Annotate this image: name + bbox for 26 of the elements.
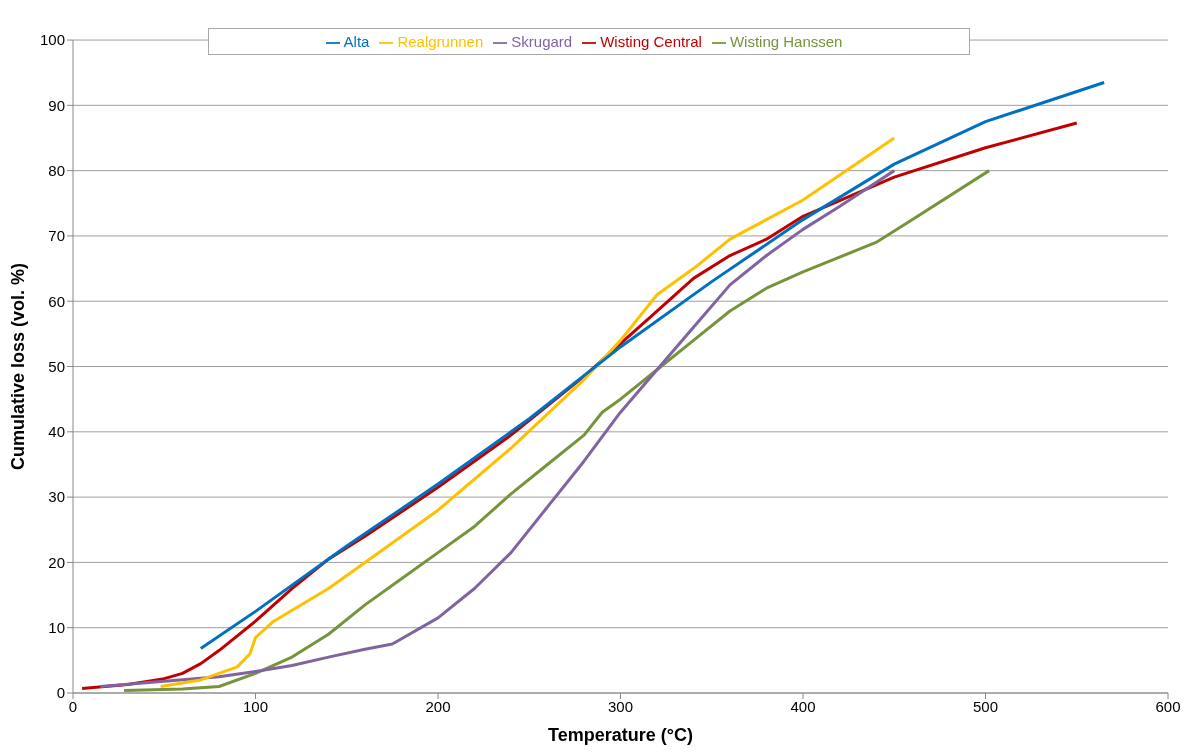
x-tick-label: 300	[607, 697, 634, 715]
x-tick-label: 500	[972, 697, 999, 715]
legend-label: Wisting Hanssen	[729, 33, 843, 50]
y-tick-label: 10	[48, 619, 65, 637]
y-tick-label: 30	[48, 488, 65, 506]
x-axis-title: Temperature (°C)	[548, 724, 693, 745]
y-tick-label: 90	[48, 96, 65, 114]
legend-label: Wisting Central	[600, 33, 702, 50]
y-tick-label: 80	[48, 161, 65, 179]
y-tick-label: 40	[48, 423, 65, 441]
y-tick-label: 20	[48, 553, 65, 571]
x-tick-label: 0	[68, 697, 78, 715]
y-tick-label: 50	[48, 357, 65, 375]
legend-label: Alta	[343, 33, 370, 50]
y-tick-label: 100	[39, 31, 65, 49]
y-tick-label: 0	[56, 684, 65, 702]
legend-label: Skrugard	[511, 33, 573, 50]
line-series	[199, 80, 1106, 651]
x-tick-label: 200	[425, 697, 451, 715]
y-axis-title: Cumulative loss (vol. %)	[8, 262, 29, 471]
x-tick-label: 100	[242, 697, 269, 715]
y-tick-label: 60	[48, 292, 65, 310]
y-tick-label: 70	[48, 227, 65, 245]
x-tick-label: 400	[790, 697, 816, 715]
legend-label: Realgrunnen	[397, 33, 484, 50]
x-tick-label: 600	[1155, 697, 1181, 715]
